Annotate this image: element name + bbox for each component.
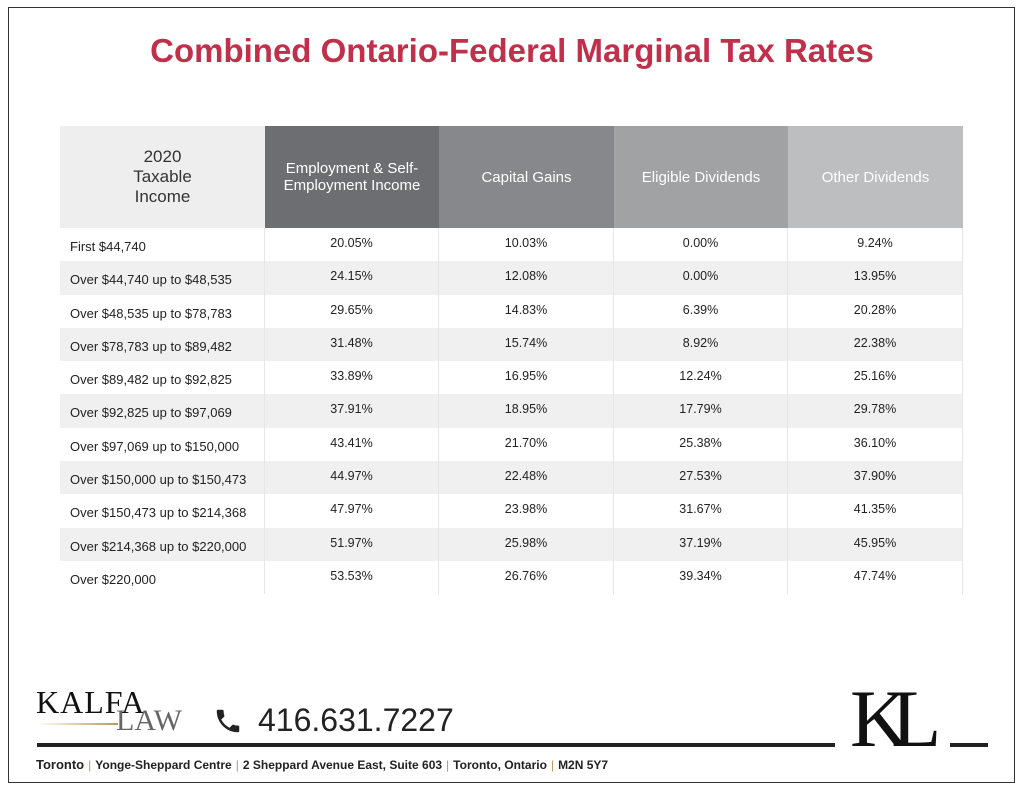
logo-bottom: LAW (116, 704, 182, 737)
rate-cell: 18.95% (439, 394, 614, 428)
address-part: Toronto, Ontario (453, 758, 547, 772)
rate-cell: 17.79% (614, 394, 788, 428)
income-bracket: Over $78,783 up to $89,482 (60, 327, 265, 362)
phone-number: 416.631.7227 (258, 702, 454, 738)
rate-cell: 31.48% (265, 327, 439, 362)
rate-cell: 10.03% (439, 228, 614, 262)
column-header: Capital Gains (439, 126, 614, 228)
income-bracket: Over $220,000 (60, 560, 265, 595)
rate-cell: 24.15% (265, 261, 439, 295)
address-part: Toronto (36, 757, 85, 772)
logo-top: KALFA (36, 684, 146, 720)
income-bracket: First $44,740 (60, 228, 265, 262)
rate-cell: 47.74% (788, 560, 963, 595)
address-part: Yonge-Sheppard Centre (95, 758, 232, 772)
column-header: Other Dividends (788, 126, 963, 228)
table-row: Over $97,069 up to $150,000 43.41% 21.70% 2… (60, 427, 963, 462)
footer-rule-right (950, 743, 988, 747)
header-row: 2020 Taxable Income Employment & Self-Emp… (60, 126, 963, 228)
rate-cell: 31.67% (614, 494, 788, 528)
tax-table: 2020 Taxable Income Employment & Self-Emp… (60, 126, 963, 595)
table-row: Over $220,000 53.53% 26.76% 39.34% 47.74% (60, 560, 963, 595)
rate-cell: 51.97% (265, 527, 439, 561)
rate-cell: 0.00% (614, 261, 788, 295)
rate-cell: 20.05% (265, 228, 439, 262)
rate-cell: 39.34% (614, 560, 788, 595)
rate-cell: 37.90% (788, 461, 963, 495)
rate-cell: 16.95% (439, 361, 614, 395)
column-header: Eligible Dividends (614, 126, 788, 228)
rate-cell: 45.95% (788, 527, 963, 561)
rate-cell: 27.53% (614, 461, 788, 495)
income-bracket: Over $89,482 up to $92,825 (60, 361, 265, 395)
rate-cell: 53.53% (265, 560, 439, 595)
title: Combined Ontario-Federal Marginal Tax Ra… (150, 32, 874, 69)
rate-cell: 43.41% (265, 427, 439, 462)
monogram: KL (850, 673, 941, 764)
table-row: Over $150,000 up to $150,473 44.97% 22.48%… (60, 461, 963, 495)
income-bracket: Over $150,000 up to $150,473 (60, 461, 265, 495)
income-bracket: Over $97,069 up to $150,000 (60, 427, 265, 462)
table-row: Over $89,482 up to $92,825 33.89% 16.95% 12… (60, 361, 963, 395)
rate-cell: 0.00% (614, 228, 788, 262)
rate-cell: 12.08% (439, 261, 614, 295)
income-bracket: Over $92,825 up to $97,069 (60, 394, 265, 428)
rate-cell: 6.39% (614, 294, 788, 328)
table-row: Over $150,473 up to $214,368 47.97% 23.98%… (60, 494, 963, 528)
table-row: Over $92,825 up to $97,069 37.91% 18.95% 17… (60, 394, 963, 428)
income-bracket: Over $44,740 up to $48,535 (60, 261, 265, 295)
rate-cell: 22.38% (788, 327, 963, 362)
rate-cell: 29.65% (265, 294, 439, 328)
rate-cell: 47.97% (265, 494, 439, 528)
column-header: Employment & Self-Employment Income (265, 126, 439, 228)
rate-cell: 20.28% (788, 294, 963, 328)
income-bracket: Over $48,535 up to $78,783 (60, 294, 265, 328)
rate-cell: 37.19% (614, 527, 788, 561)
rate-cell: 25.38% (614, 427, 788, 462)
phone-icon (216, 709, 240, 733)
footer-rule (37, 743, 835, 747)
table-row: Over $48,535 up to $78,783 29.65% 14.83% 6.… (60, 294, 963, 328)
rate-cell: 41.35% (788, 494, 963, 528)
address: Toronto | Yonge-Sheppard Centre | 2 Sheppard… (36, 757, 608, 772)
rate-cell: 15.74% (439, 327, 614, 362)
rate-cell: 22.48% (439, 461, 614, 495)
separator: | (235, 758, 239, 772)
rate-cell: 25.98% (439, 527, 614, 561)
separator: | (550, 758, 555, 772)
rate-cell: 9.24% (788, 228, 963, 262)
table-row: First $44,740 20.05% 10.03% 0.00% 9.24% (60, 228, 963, 262)
address-part: 2 Sheppard Avenue East, Suite 603 (242, 758, 443, 772)
rate-cell: 29.78% (788, 394, 963, 428)
rate-cell: 14.83% (439, 294, 614, 328)
rate-cell: 8.92% (614, 327, 788, 362)
rate-cell: 37.91% (265, 394, 439, 428)
rate-cell: 44.97% (265, 461, 439, 495)
rate-cell: 21.70% (439, 427, 614, 462)
table-row: Over $78,783 up to $89,482 31.48% 15.74% 8.… (60, 327, 963, 362)
table-row: Over $214,368 up to $220,000 51.97% 25.98%… (60, 527, 963, 561)
address-part: M2N 5Y7 (558, 758, 609, 772)
separator: | (446, 758, 450, 772)
rate-cell: 13.95% (788, 261, 963, 295)
column-header: 2020 Taxable Income (60, 126, 265, 228)
logo-rule (38, 723, 118, 725)
rate-cell: 36.10% (788, 427, 963, 462)
rate-cell: 26.76% (439, 560, 614, 595)
income-bracket: Over $150,473 up to $214,368 (60, 494, 265, 528)
rate-cell: 12.24% (614, 361, 788, 395)
rate-cell: 25.16% (788, 361, 963, 395)
separator: | (88, 758, 92, 772)
income-bracket: Over $214,368 up to $220,000 (60, 527, 265, 561)
rate-cell: 23.98% (439, 494, 614, 528)
table-row: Over $44,740 up to $48,535 24.15% 12.08% 0.… (60, 261, 963, 295)
rate-cell: 33.89% (265, 361, 439, 395)
page-frame (8, 7, 1015, 783)
